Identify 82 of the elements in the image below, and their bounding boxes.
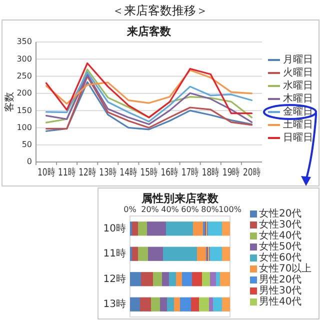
- bar: [141, 272, 153, 286]
- legend-label: 女性40代: [259, 230, 302, 242]
- legend-label: 男性40代: [259, 296, 302, 308]
- y-tick-label: 300: [16, 54, 32, 64]
- legend-label: 木曜日: [283, 92, 313, 105]
- bar: [191, 297, 199, 312]
- bar: [176, 272, 182, 286]
- bar: [147, 222, 166, 236]
- line-series: [45, 62, 253, 118]
- bar: [197, 246, 206, 261]
- bar: [213, 297, 222, 312]
- legend-label: 月曜日: [283, 54, 313, 66]
- bar: [169, 272, 176, 286]
- legend-label: 火曜日: [283, 66, 313, 79]
- bar: [210, 246, 222, 261]
- legend-label: 日曜日: [283, 132, 313, 144]
- x-tick-label: 80%: [201, 205, 220, 214]
- x-tick-label: 15時: [140, 166, 163, 179]
- y-tick-label: 11時: [103, 248, 126, 260]
- x-tick-label: 40%: [161, 205, 180, 214]
- y-tick-label: 50: [22, 140, 32, 150]
- bar: [130, 297, 140, 312]
- bar: [148, 246, 163, 261]
- bar: [202, 272, 210, 286]
- bar: [199, 297, 209, 312]
- x-tick-label: 11時: [58, 166, 81, 179]
- legend-label: 男性30代: [259, 284, 302, 297]
- bar: [216, 272, 220, 286]
- y-tick-label: 12時: [103, 272, 126, 285]
- y-axis-title: 客数: [4, 92, 16, 112]
- legend-label: 女性50代: [259, 240, 302, 253]
- legend-label: 水曜日: [283, 80, 313, 92]
- bar: [167, 297, 174, 312]
- y-tick-label: 10時: [103, 222, 126, 234]
- legend-label: 女性20代: [259, 208, 302, 220]
- bar: [192, 272, 202, 286]
- bar: [209, 297, 213, 312]
- x-tick-label: 100%: [218, 205, 242, 214]
- x-tick-label: 0%: [124, 205, 137, 214]
- bar: [162, 272, 169, 286]
- bar: [151, 297, 160, 312]
- text: ＜来店客数推移＞: [112, 3, 208, 18]
- y-tick-label: 100: [16, 122, 32, 132]
- bar: [180, 297, 191, 312]
- bar: [130, 272, 141, 286]
- x-tick-label: 60%: [181, 205, 200, 214]
- bar: [222, 297, 230, 312]
- x-tick-label: 20%: [141, 205, 160, 214]
- legend-label: 女性60代: [259, 252, 302, 264]
- bar: [160, 297, 167, 312]
- bar: [182, 272, 192, 286]
- y-tick-label: 250: [16, 71, 32, 80]
- y-tick-label: 200: [16, 88, 32, 98]
- bar: [138, 222, 147, 236]
- chart-title: 来店客数: [126, 25, 172, 38]
- bar: [193, 222, 203, 236]
- line-series: [45, 69, 253, 105]
- y-tick-label: 350: [16, 37, 32, 46]
- y-tick-label: 13時: [103, 298, 126, 310]
- bar: [210, 272, 216, 286]
- legend-label: 男性20代: [259, 274, 302, 286]
- bar: [166, 222, 193, 236]
- bar: [222, 246, 230, 261]
- x-tick-label: 20時: [242, 166, 266, 179]
- bar: [222, 222, 230, 236]
- chart-title: 属性別来店客数: [140, 192, 220, 206]
- bar: [163, 246, 197, 261]
- bar: [153, 272, 162, 286]
- bar: [208, 222, 222, 236]
- bar: [220, 272, 230, 286]
- bar: [138, 246, 148, 261]
- bar: [140, 297, 151, 312]
- bar: [132, 246, 138, 261]
- y-tick-label: 0: [26, 157, 32, 166]
- y-tick-label: 150: [16, 106, 32, 115]
- x-tick-label: 14時: [120, 166, 142, 179]
- x-tick-label: 12時: [78, 166, 102, 179]
- bar: [132, 222, 138, 236]
- legend-label: 土曜日: [283, 118, 313, 131]
- bar: [174, 297, 180, 312]
- legend-label: 女性30代: [259, 218, 302, 231]
- legend-label: 女性70以上: [259, 262, 312, 275]
